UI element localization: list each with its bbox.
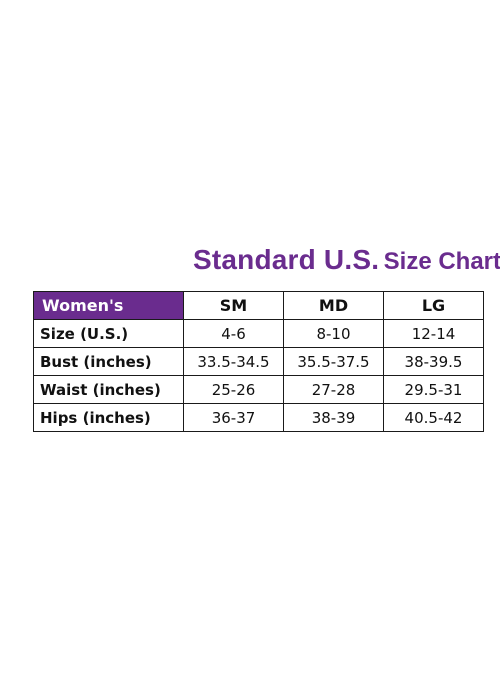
size-chart-table: Women's SM MD LG Size (U.S.) 4-6 8-10 12… [33,291,484,432]
row-label: Hips (inches) [33,403,184,432]
table-header-row: Women's SM MD LG [33,291,484,320]
table-row-hips: Hips (inches) 36-37 38-39 40.5-42 [33,403,484,432]
table-row-waist: Waist (inches) 25-26 27-28 29.5-31 [33,375,484,404]
table-cell: 35.5-37.5 [283,347,384,376]
row-label: Bust (inches) [33,347,184,376]
table-cell: 27-28 [283,375,384,404]
table-cell: 38-39.5 [383,347,484,376]
column-header-sm: SM [183,291,284,320]
column-header-lg: LG [383,291,484,320]
table-cell: 12-14 [383,319,484,348]
chart-title-sub: Size Chart [383,248,500,275]
column-header-md: MD [283,291,384,320]
table-row-bust: Bust (inches) 33.5-34.5 35.5-37.5 38-39.… [33,347,484,376]
table-cell: 33.5-34.5 [183,347,284,376]
category-header: Women's [33,291,184,320]
table-cell: 4-6 [183,319,284,348]
table-cell: 8-10 [283,319,384,348]
table-cell: 38-39 [283,403,384,432]
row-label: Waist (inches) [33,375,184,404]
table-cell: 36-37 [183,403,284,432]
table-cell: 40.5-42 [383,403,484,432]
table-cell: 29.5-31 [383,375,484,404]
table-cell: 25-26 [183,375,284,404]
chart-title-main: Standard U.S. [193,244,380,275]
row-label: Size (U.S.) [33,319,184,348]
table-row-size: Size (U.S.) 4-6 8-10 12-14 [33,319,484,348]
chart-title: Standard U.S. Size Chart [193,240,500,280]
